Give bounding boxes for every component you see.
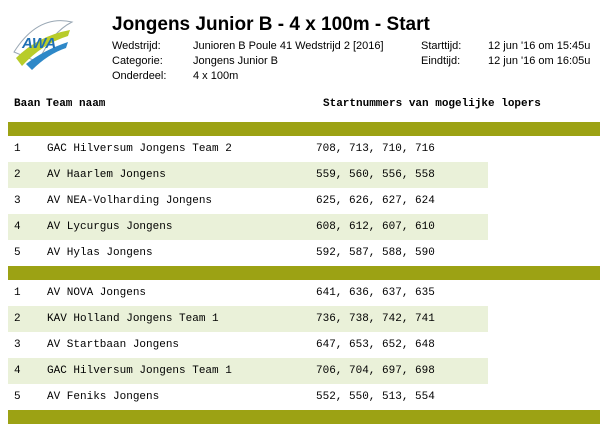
start-numbers: 736, 738, 742, 741 — [316, 313, 435, 325]
lane-number: 3 — [14, 339, 21, 351]
start-numbers: 625, 626, 627, 624 — [316, 195, 435, 207]
start-numbers: 641, 636, 637, 635 — [316, 287, 435, 299]
team-name: AV Startbaan Jongens — [47, 339, 180, 351]
meta-value: Jongens Junior B — [193, 55, 278, 67]
start-numbers: 592, 587, 588, 590 — [316, 247, 435, 259]
start-numbers: 708, 713, 710, 716 — [316, 143, 435, 155]
series-separator-bar — [8, 122, 600, 136]
team-name: AV Feniks Jongens — [47, 391, 160, 403]
meta-row: Onderdeel: 4 x 100m — [112, 69, 590, 84]
column-header-team: Team naam — [46, 98, 106, 110]
team-name: AV Lycurgus Jongens — [47, 221, 173, 233]
meta-value: 12 jun '16 om 15:45u — [488, 40, 591, 52]
meta-row: Wedstrijd: Junioren B Poule 41 Wedstrijd … — [112, 39, 590, 54]
table-row: 5 AV Feniks Jongens 552, 550, 513, 554 — [8, 384, 488, 410]
lane-number: 5 — [14, 391, 21, 403]
lane-number: 2 — [14, 313, 21, 325]
column-header-startnummers: Startnummers van mogelijke lopers — [323, 98, 541, 110]
meta-row: Categorie: Jongens Junior B Eindtijd: 12 ju… — [112, 54, 590, 69]
meta-label: Wedstrijd: — [112, 40, 161, 52]
team-name: AV NEA-Volharding Jongens — [47, 195, 213, 207]
lane-number: 1 — [14, 143, 21, 155]
start-numbers: 552, 550, 513, 554 — [316, 391, 435, 403]
team-name: GAC Hilversum Jongens Team 1 — [47, 365, 232, 377]
table-row: 4 GAC Hilversum Jongens Team 1 706, 704, 6… — [8, 358, 488, 384]
start-numbers: 608, 612, 607, 610 — [316, 221, 435, 233]
meta-label: Categorie: — [112, 55, 163, 67]
team-name: AV NOVA Jongens — [47, 287, 147, 299]
table-row: 1 GAC Hilversum Jongens Team 2 708, 713, 7… — [8, 136, 488, 162]
lane-number: 4 — [14, 221, 21, 233]
start-numbers: 647, 653, 652, 648 — [316, 339, 435, 351]
lane-number: 1 — [14, 287, 21, 299]
team-name: AV Hylas Jongens — [47, 247, 153, 259]
meta-label: Onderdeel: — [112, 70, 167, 82]
page-title: Jongens Junior B - 4 x 100m - Start — [112, 14, 430, 35]
start-numbers: 706, 704, 697, 698 — [316, 365, 435, 377]
team-name: KAV Holland Jongens Team 1 — [47, 313, 219, 325]
table-row: 3 AV Startbaan Jongens 647, 653, 652, 648 — [8, 332, 488, 358]
lane-number: 3 — [14, 195, 21, 207]
table-row: 1 AV NOVA Jongens 641, 636, 637, 635 — [8, 280, 488, 306]
meta-label — [421, 69, 488, 84]
table-row: 5 AV Hylas Jongens 592, 587, 588, 590 — [8, 240, 488, 266]
meta-label: Eindtijd: — [421, 55, 461, 67]
table-row: 2 AV Haarlem Jongens 559, 560, 556, 558 — [8, 162, 488, 188]
table-row: 2 KAV Holland Jongens Team 1 736, 738, 742… — [8, 306, 488, 332]
start-numbers: 559, 560, 556, 558 — [316, 169, 435, 181]
meta-value: 4 x 100m — [193, 70, 239, 82]
meta-label: Starttijd: — [421, 40, 462, 52]
column-header-baan: Baan — [14, 98, 41, 110]
logo-text: AWA — [21, 35, 56, 52]
awa-logo: AWA — [13, 20, 74, 70]
team-name: GAC Hilversum Jongens Team 2 — [47, 143, 232, 155]
event-meta: Wedstrijd: Junioren B Poule 41 Wedstrijd … — [112, 39, 590, 84]
team-name: AV Haarlem Jongens — [47, 169, 166, 181]
lane-number: 2 — [14, 169, 21, 181]
table-row: 4 AV Lycurgus Jongens 608, 612, 607, 610 — [8, 214, 488, 240]
meta-value: 12 jun '16 om 16:05u — [488, 55, 591, 67]
meta-value: Junioren B Poule 41 Wedstrijd 2 [2016] — [193, 40, 384, 52]
lane-number: 5 — [14, 247, 21, 259]
lane-number: 4 — [14, 365, 21, 377]
series-separator-bar — [8, 266, 600, 280]
series-separator-bar — [8, 410, 600, 424]
table-row: 3 AV NEA-Volharding Jongens 625, 626, 627,… — [8, 188, 488, 214]
